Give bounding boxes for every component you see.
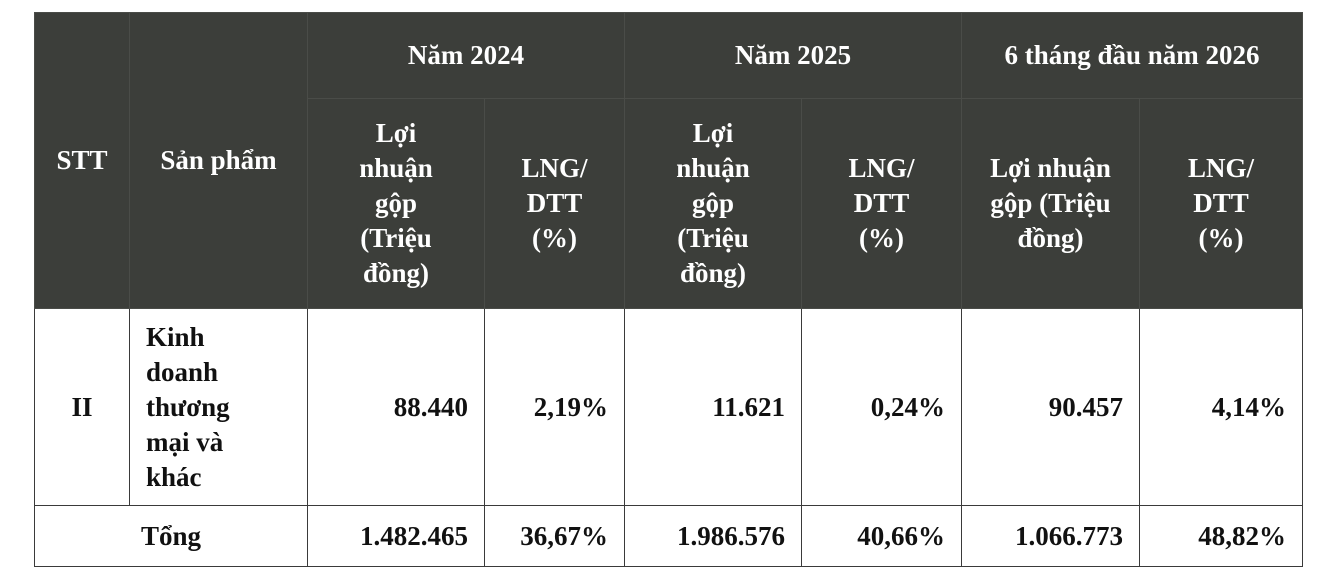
row-margin-2026: 4,14%: [1138, 308, 1304, 506]
row-profit-2024: 88.440: [307, 308, 485, 506]
total-margin-2026: 48,82%: [1138, 505, 1304, 567]
header-stt: STT: [34, 12, 130, 309]
header-product: Sản phẩm: [129, 12, 308, 309]
header-profit-2026: Lợi nhuận gộp (Triệu đồng): [961, 98, 1140, 309]
total-profit-2025: 1.986.576: [624, 505, 802, 567]
total-row: Tổng 1.482.465 36,67% 1.986.576 40,66% 1…: [34, 505, 1304, 567]
header-margin-2024: LNG/ DTT (%): [484, 98, 625, 309]
total-margin-2024: 36,67%: [484, 505, 625, 567]
header-profit-2024: Lợi nhuận gộp (Triệu đồng): [307, 98, 485, 309]
total-profit-2024: 1.482.465: [307, 505, 485, 567]
header-period-2025: Năm 2025: [624, 12, 962, 99]
header-row-metrics: Lợi nhuận gộp (Triệu đồng) LNG/ DTT (%) …: [35, 98, 1304, 309]
header-period-2024: Năm 2024: [307, 12, 625, 99]
total-profit-2026: 1.066.773: [961, 505, 1140, 567]
header-margin-2026: LNG/ DTT (%): [1138, 98, 1304, 309]
gross-profit-table: STT Sản phẩm Năm 2024 Năm 2025 6 tháng đ…: [34, 12, 1304, 567]
row-margin-2025: 0,24%: [801, 308, 962, 506]
header-margin-2025: LNG/ DTT (%): [801, 98, 962, 309]
table-row: II Kinh doanh thương mại và khác 88.440 …: [34, 308, 1304, 506]
row-profit-2026: 90.457: [961, 308, 1140, 506]
profit-table-container: STT Sản phẩm Năm 2024 Năm 2025 6 tháng đ…: [34, 12, 1304, 567]
header-profit-2025: Lợi nhuận gộp (Triệu đồng): [624, 98, 802, 309]
row-stt: II: [34, 308, 130, 506]
row-profit-2025: 11.621: [624, 308, 802, 506]
total-label: Tổng: [34, 505, 308, 567]
header-row-periods: STT Sản phẩm Năm 2024 Năm 2025 6 tháng đ…: [34, 12, 1304, 309]
header-period-2026-h1: 6 tháng đầu năm 2026: [960, 12, 1304, 99]
row-margin-2024: 2,19%: [484, 308, 625, 506]
row-product: Kinh doanh thương mại và khác: [129, 308, 308, 506]
total-margin-2025: 40,66%: [801, 505, 962, 567]
